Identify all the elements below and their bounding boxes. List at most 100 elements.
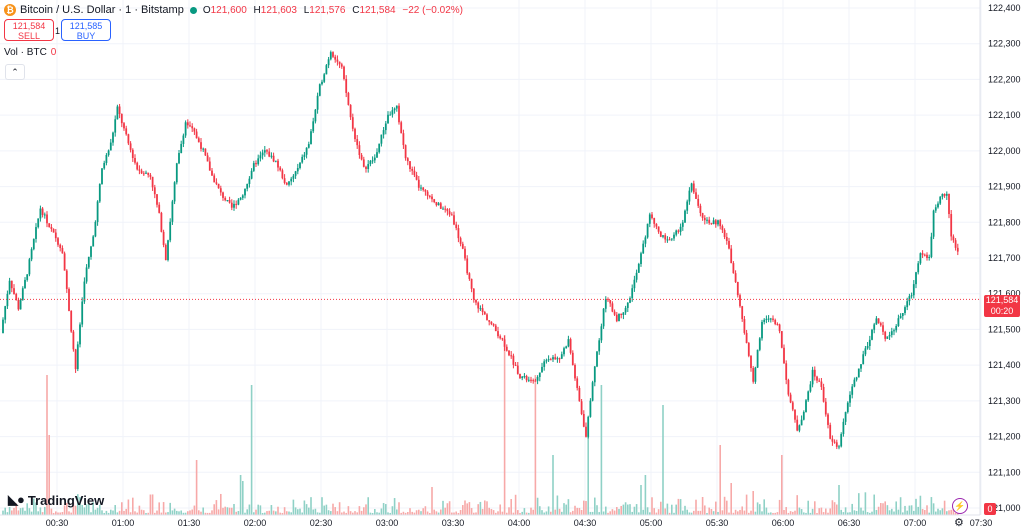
- collapse-legend-button[interactable]: ⌃: [5, 64, 25, 80]
- candle-body: [897, 318, 900, 326]
- symbol-title[interactable]: Bitcoin / U.S. Dollar · 1 · Bitstamp: [20, 4, 184, 16]
- volume-bar: [618, 508, 620, 515]
- volume-bar: [303, 500, 306, 515]
- volume-bar: [844, 507, 847, 515]
- buy-label: BUY: [76, 31, 96, 41]
- bar-countdown: 00:20: [990, 306, 1014, 316]
- volume-bar: [756, 502, 759, 515]
- x-tick-label: 07:00: [904, 518, 927, 528]
- volume-bar: [530, 507, 532, 515]
- volume-bar: [378, 512, 380, 515]
- x-tick-label: 02:00: [244, 518, 267, 528]
- candle-body: [248, 178, 251, 184]
- volume-bar: [462, 505, 464, 515]
- volume-bar: [77, 494, 79, 515]
- volume-bar: [349, 511, 352, 515]
- volume-bar: [660, 501, 662, 515]
- candle-body: [596, 351, 598, 367]
- volume-bar: [376, 512, 378, 515]
- candle-body: [312, 121, 315, 132]
- candle-body: [794, 409, 796, 420]
- volume-bar: [558, 508, 561, 515]
- candle-body: [833, 441, 836, 443]
- candle-body: [855, 377, 858, 380]
- candle-body: [730, 248, 733, 264]
- candle-body: [767, 318, 770, 320]
- volume-bar: [653, 508, 655, 515]
- candle-body: [743, 319, 746, 333]
- candle-body: [554, 357, 557, 360]
- volume-bar: [121, 502, 123, 515]
- volume-bar: [668, 512, 671, 515]
- candle-body: [387, 114, 389, 124]
- volume-bar: [473, 512, 475, 515]
- candle-body: [560, 354, 563, 359]
- tradingview-logo[interactable]: ◣● TradingView: [8, 492, 104, 508]
- candle-body: [677, 230, 680, 232]
- volume-bar: [204, 512, 207, 515]
- volume-bar: [908, 505, 911, 515]
- candle-body: [175, 163, 178, 183]
- candle-body: [651, 214, 653, 219]
- volume-bar: [171, 510, 174, 515]
- candle-body: [303, 154, 306, 157]
- volume-bar: [371, 512, 374, 515]
- candle-body: [888, 334, 891, 337]
- candle-body: [659, 231, 662, 237]
- candle-body: [114, 119, 117, 133]
- volume-bar: [44, 506, 46, 515]
- candle-body: [76, 344, 79, 370]
- candle-body: [543, 361, 546, 367]
- candle-body: [325, 65, 328, 75]
- volume-bar: [140, 509, 143, 515]
- candle-body: [587, 416, 590, 437]
- candle-body: [182, 135, 185, 144]
- candle-body: [57, 238, 59, 245]
- candle-body: [662, 235, 664, 237]
- candle-body: [501, 338, 504, 340]
- gear-icon[interactable]: ⚙: [954, 517, 964, 529]
- sell-button[interactable]: 121,584 SELL: [4, 19, 54, 41]
- candle-body: [853, 379, 856, 387]
- lightning-icon[interactable]: ⚡: [952, 498, 968, 514]
- volume-bar: [217, 509, 220, 515]
- volume-bar: [2, 510, 4, 515]
- volume-bar: [884, 501, 886, 515]
- candle-body: [4, 306, 7, 320]
- volume-bar: [712, 511, 715, 515]
- candle-body: [725, 236, 728, 241]
- volume-bar: [270, 505, 273, 515]
- volume-bar: [74, 505, 77, 515]
- volume-bar: [442, 500, 444, 515]
- volume-bar: [358, 506, 361, 515]
- volume-bar: [160, 512, 163, 515]
- buy-button[interactable]: 121,585 BUY: [61, 19, 111, 41]
- volume-bar: [739, 509, 741, 515]
- candle-body: [666, 239, 669, 241]
- x-tick-label: 05:30: [706, 518, 729, 528]
- volume-bar: [305, 504, 308, 515]
- candle-body: [895, 325, 898, 331]
- candle-body: [125, 128, 128, 135]
- volume-bar: [567, 499, 570, 515]
- volume-bar: [99, 504, 101, 515]
- candle-body: [433, 199, 436, 203]
- candle-body: [626, 302, 629, 308]
- sell-label: SELL: [17, 31, 41, 41]
- candle-body: [840, 434, 843, 447]
- candle-body: [369, 160, 372, 165]
- x-tick-label: 02:30: [310, 518, 333, 528]
- volume-bar: [536, 497, 539, 515]
- volume-bar: [321, 497, 323, 515]
- candle-body: [389, 114, 392, 116]
- volume-bar: [129, 512, 132, 515]
- volume-bar: [688, 512, 691, 515]
- candle-body: [756, 349, 759, 368]
- volume-bar: [123, 510, 125, 515]
- volume-bar: [915, 498, 917, 515]
- volume-bar: [226, 507, 229, 515]
- volume-bar: [154, 512, 156, 515]
- candle-body: [461, 243, 464, 249]
- candle-body: [362, 159, 365, 167]
